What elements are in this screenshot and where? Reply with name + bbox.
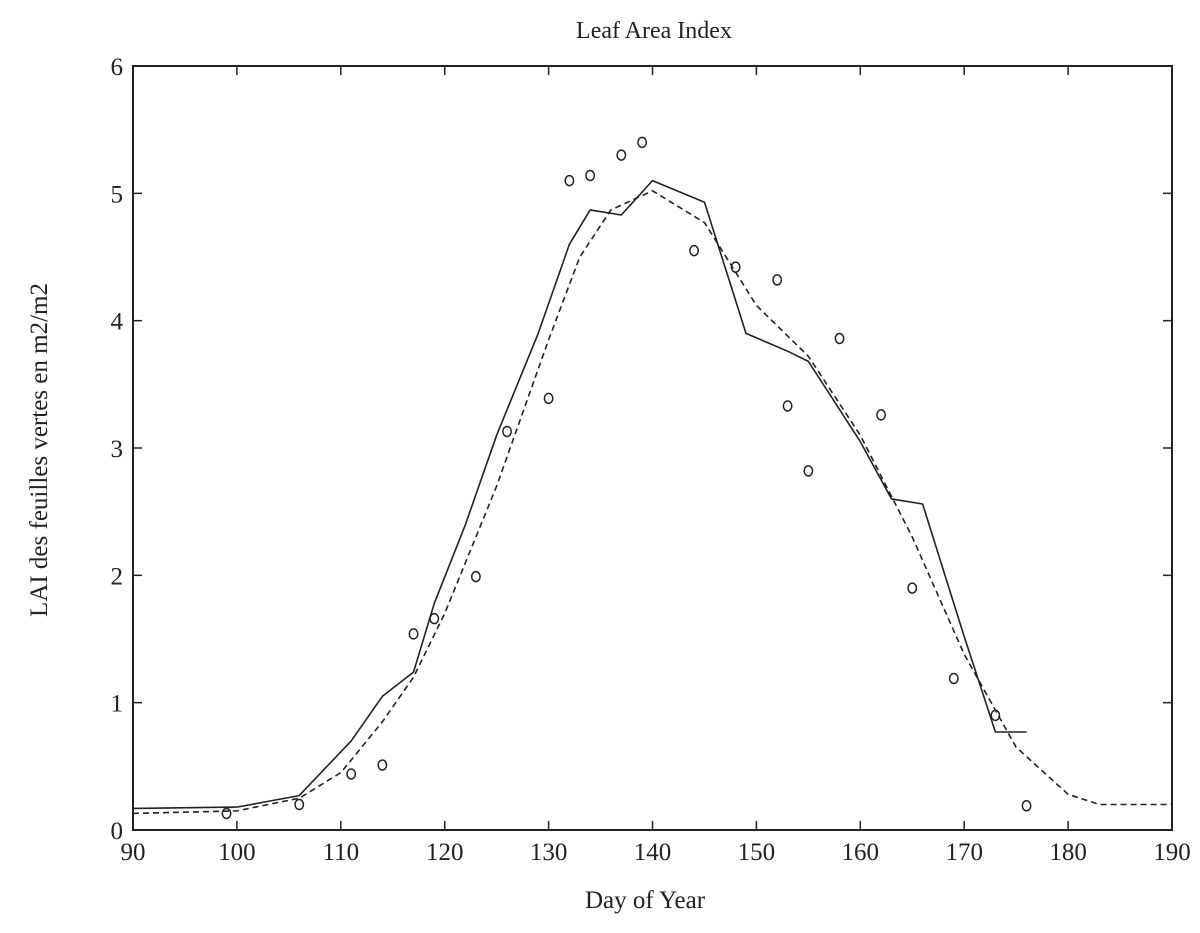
y-tick-label: 6 (111, 54, 124, 81)
x-tick-label: 180 (1049, 839, 1087, 866)
data-point (221, 807, 232, 820)
y-tick-label: 4 (111, 309, 124, 336)
data-point (429, 612, 440, 625)
data-point (377, 759, 388, 771)
data-point (564, 174, 575, 187)
series-layer (132, 136, 1172, 820)
axis-ticks: 90 100 110 120 130 140 150 160 170 180 190 0 1 2 3 4 5 6 (111, 54, 1191, 866)
y-tick-label: 0 (111, 818, 124, 845)
x-tick-label: 110 (323, 839, 360, 866)
data-point (782, 400, 793, 412)
data-point (470, 570, 481, 583)
y-tick-label: 3 (111, 436, 124, 463)
y-tick-label: 5 (111, 181, 124, 208)
data-point (346, 768, 357, 780)
solid-series-line (132, 179, 1027, 810)
data-point (408, 628, 419, 640)
x-tick-label: 150 (738, 839, 776, 866)
data-point (543, 392, 554, 405)
x-tick-label: 190 (1153, 839, 1191, 866)
y-tick-label: 1 (111, 691, 124, 718)
x-tick-label: 170 (945, 839, 983, 866)
data-point (689, 244, 700, 257)
data-point (907, 582, 918, 594)
x-tick-label: 120 (426, 839, 464, 866)
data-point (585, 169, 596, 182)
x-tick-label: 100 (218, 839, 256, 866)
data-point (990, 709, 1001, 722)
x-tick-label: 90 (121, 839, 146, 866)
data-point (637, 136, 648, 149)
y-tick-label: 2 (111, 563, 124, 590)
data-point (948, 672, 959, 685)
data-point (502, 425, 512, 438)
dashed-series-line (132, 190, 1172, 815)
data-point (803, 465, 814, 477)
data-point (876, 409, 887, 421)
y-axis-label: LAI des feuilles vertes en m2/m2 (26, 283, 53, 617)
chart-title: Leaf Area Index (576, 18, 732, 44)
series-3-markers (221, 136, 1032, 820)
data-point (616, 149, 627, 161)
data-point (834, 332, 845, 345)
x-tick-label: 130 (530, 839, 568, 866)
x-tick-label: 160 (842, 839, 880, 866)
x-axis-label: Day of Year (585, 887, 706, 914)
data-point (1021, 800, 1032, 812)
data-point (294, 798, 305, 811)
x-tick-label: 140 (634, 839, 672, 866)
data-point (772, 274, 783, 286)
series-1-solid (132, 179, 1027, 810)
series-2-dashed (132, 190, 1172, 815)
data-point (730, 261, 741, 273)
